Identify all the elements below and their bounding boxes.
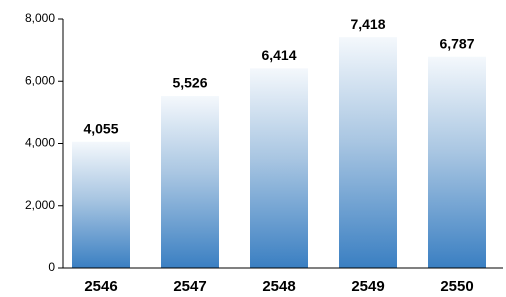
y-tick-label: 6,000 <box>25 73 55 87</box>
bar <box>339 37 397 268</box>
x-tick-label: 2548 <box>262 278 295 295</box>
value-label: 6,787 <box>439 35 474 51</box>
value-label: 5,526 <box>172 75 207 91</box>
chart: 0 2,000 4,000 6,000 8,000 4,055 2546 5,526 2547 6… <box>0 0 506 297</box>
value-label: 6,414 <box>261 47 296 63</box>
value-label: 7,418 <box>350 16 385 32</box>
value-label: 4,055 <box>83 120 118 136</box>
y-tick-label: 8,000 <box>25 11 55 25</box>
x-tick-label: 2547 <box>173 278 206 295</box>
bar <box>161 96 219 268</box>
x-tick-label: 2546 <box>84 278 117 295</box>
y-tick-label: 0 <box>48 260 55 274</box>
x-tick-label: 2550 <box>440 278 473 295</box>
y-tick-label: 4,000 <box>25 136 55 150</box>
bar <box>72 142 130 268</box>
y-tick-label: 2,000 <box>25 198 55 212</box>
bar <box>250 68 308 268</box>
bar <box>428 57 486 268</box>
x-tick-label: 2549 <box>351 278 384 295</box>
